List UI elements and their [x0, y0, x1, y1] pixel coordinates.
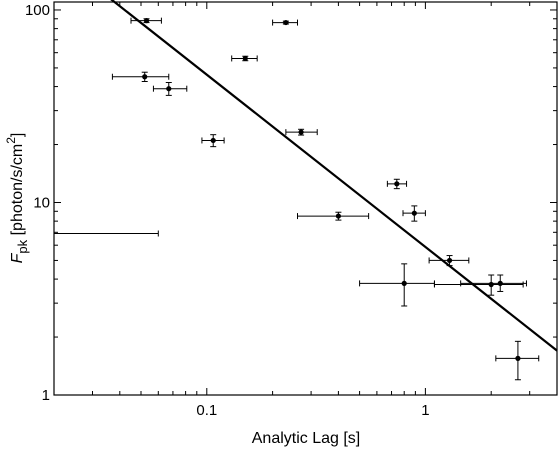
axis-ticks — [53, 2, 558, 396]
data-point — [231, 55, 258, 62]
data-point — [272, 19, 299, 26]
y-tick-label: 1 — [42, 387, 50, 404]
data-marker — [515, 355, 521, 361]
y-axis-label-main: F — [9, 252, 26, 263]
data-marker — [210, 137, 216, 144]
data-points-group — [111, 17, 540, 381]
x-axis-label: Analytic Lag [s] — [252, 430, 361, 447]
data-point — [402, 205, 426, 222]
fit-line — [110, 0, 558, 352]
data-marker — [142, 74, 148, 80]
tick-labels: 0.1 1 1 10 100 — [25, 2, 430, 419]
data-marker — [446, 257, 453, 264]
fit-line-group — [110, 0, 558, 352]
data-point — [130, 17, 162, 24]
data-marker — [488, 281, 494, 288]
x-tick-label: 0.1 — [196, 402, 217, 419]
x-tick-label: 1 — [421, 402, 429, 419]
upper-limits-group — [54, 230, 159, 237]
data-point — [152, 81, 188, 96]
data-point — [428, 255, 470, 267]
y-axis-label-sub: pk — [15, 239, 30, 253]
data-point — [460, 274, 527, 292]
data-marker — [242, 55, 248, 62]
data-marker — [143, 18, 150, 24]
data-point — [285, 128, 318, 136]
data-marker — [283, 19, 289, 26]
y-axis-label-sup: 2 — [4, 137, 18, 144]
data-marker — [401, 280, 407, 286]
y-tick-label: 10 — [33, 194, 50, 211]
data-marker — [335, 213, 342, 219]
plot-frame — [53, 1, 558, 396]
data-point — [433, 274, 524, 296]
data-point — [111, 71, 170, 83]
data-marker — [497, 280, 503, 286]
data-point — [495, 340, 540, 381]
data-marker — [298, 129, 304, 135]
y-tick-label: 100 — [25, 2, 50, 19]
data-point — [297, 211, 370, 221]
y-axis-label-rest: [photon/s/cm — [9, 144, 26, 240]
data-marker — [411, 210, 417, 216]
data-point — [201, 134, 225, 148]
y-axis-label-close: ] — [9, 133, 26, 137]
data-marker — [166, 86, 172, 92]
data-marker — [394, 181, 400, 187]
data-point — [359, 263, 435, 307]
data-point — [386, 178, 408, 190]
y-axis-label: Fpk [photon/s/cm2] — [4, 133, 30, 264]
